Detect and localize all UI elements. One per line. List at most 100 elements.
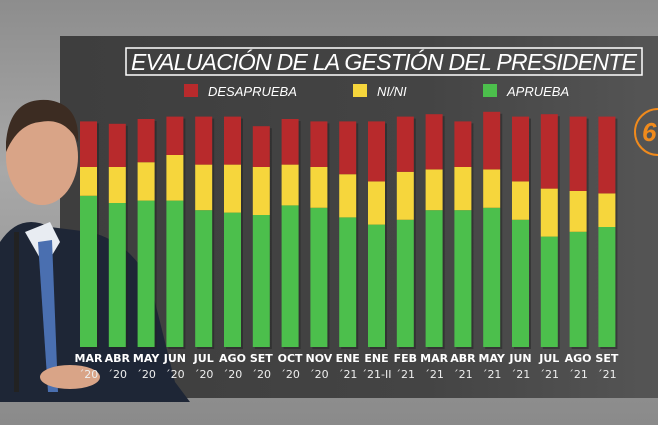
x-tick-year: ´21	[338, 368, 358, 381]
x-tick-month: MAR	[420, 352, 448, 365]
bar-segment-aprueba	[483, 207, 501, 347]
bar-segment-nini	[224, 164, 241, 213]
bar-segment-desaprueba	[512, 116, 529, 182]
x-tick-year: ´20	[136, 368, 156, 381]
title-box	[125, 47, 643, 76]
bar-segment-aprueba	[454, 210, 472, 347]
x-tick-year: ´20	[108, 368, 128, 381]
x-tick-year: ´20	[223, 368, 243, 381]
x-tick-year: ´21	[482, 368, 502, 381]
bar-segment-nini	[569, 191, 587, 232]
legend-label: NI/NI	[377, 84, 407, 99]
bar-segment-aprueba	[166, 200, 184, 347]
x-tick-month: JUL	[193, 352, 214, 365]
bar-segment-nini	[339, 174, 357, 218]
bar-segment-nini	[281, 164, 299, 206]
bar-segment-desaprueba	[281, 119, 299, 165]
bar-segment-desaprueba	[368, 121, 385, 182]
bar-segment-desaprueba	[166, 116, 184, 155]
x-tick-month: ABR	[450, 352, 476, 365]
bar-segment-desaprueba	[454, 121, 472, 167]
x-tick-month: JUN	[508, 352, 531, 365]
bar-segment-aprueba	[569, 231, 587, 347]
x-tick-month: NOV	[306, 352, 333, 365]
bar-segment-nini	[425, 169, 443, 211]
bar-segment-aprueba	[310, 207, 328, 347]
x-tick-month: FEB	[394, 352, 417, 365]
bar-segment-desaprueba	[195, 116, 213, 165]
x-tick-year: ´20	[252, 368, 272, 381]
x-tick-month: SET	[595, 352, 618, 365]
x-tick-year: ´21	[540, 368, 560, 381]
bars	[80, 111, 618, 350]
legend: DESAPRUEBA NI/NI APRUEBA	[184, 84, 569, 99]
bar-segment-nini	[483, 169, 501, 208]
x-tick-month: MAY	[479, 352, 506, 365]
bar-segment-aprueba	[396, 219, 414, 347]
x-tick-year: ´21	[424, 368, 444, 381]
bar-segment-desaprueba	[80, 121, 97, 167]
x-tick-year: ´21	[597, 368, 617, 381]
bar-segment-nini	[598, 193, 616, 227]
x-tick-month: AGO	[565, 352, 592, 365]
bar-segment-aprueba	[195, 210, 213, 347]
x-tick-year: ´20	[280, 368, 300, 381]
bar-segment-aprueba	[425, 210, 443, 347]
x-tick-year: ´21	[396, 368, 416, 381]
bar-segment-nini	[396, 171, 414, 220]
legend-label: APRUEBA	[506, 84, 569, 99]
bar-segment-aprueba	[281, 205, 299, 347]
bar-segment-aprueba	[137, 200, 155, 347]
bar-segment-nini	[195, 164, 213, 211]
bar-segment-desaprueba	[540, 114, 558, 189]
bar-segment-nini	[252, 167, 270, 215]
bar-segment-nini	[137, 162, 155, 201]
x-tick-month: ENE	[336, 352, 360, 365]
bar-segment-desaprueba	[425, 114, 443, 170]
legend-swatch	[353, 84, 367, 97]
x-tick-month: SET	[250, 352, 273, 365]
x-tick-year: ´21	[568, 368, 588, 381]
bar-segment-aprueba	[108, 203, 126, 347]
bar-segment-desaprueba	[339, 121, 357, 175]
bar-segment-nini	[454, 167, 472, 211]
bar-segment-nini	[108, 167, 126, 203]
legend-label: DESAPRUEBA	[208, 84, 297, 99]
x-tick-month: JUL	[538, 352, 559, 365]
bar-segment-desaprueba	[137, 119, 155, 163]
bar-segment-aprueba	[540, 236, 558, 347]
x-tick-year: ´21	[511, 368, 531, 381]
x-tick-month: MAR	[75, 352, 103, 365]
bar-segment-desaprueba	[569, 116, 587, 191]
x-tick-month: AGO	[219, 352, 246, 365]
bar-segment-aprueba	[80, 195, 97, 347]
bar-segment-desaprueba	[598, 116, 616, 194]
x-tick-month: OCT	[278, 352, 303, 365]
x-tick-year: ´21	[453, 368, 473, 381]
legend-swatch	[483, 84, 497, 97]
bar-segment-nini	[368, 181, 385, 225]
x-axis-labels: MAR ´20 ABR ´20 MAY ´20 JUN ´20 JUL ´20 AGO ´20 SET ´…	[75, 352, 619, 381]
x-tick-year: ´21-II	[362, 368, 392, 381]
bar-segment-aprueba	[598, 227, 616, 347]
x-tick-month: MAY	[133, 352, 160, 365]
bar-segment-desaprueba	[224, 116, 241, 165]
bar-segment-aprueba	[252, 215, 270, 347]
x-tick-month: ENE	[364, 352, 388, 365]
bar-segment-nini	[540, 188, 558, 237]
x-tick-month: JUN	[163, 352, 186, 365]
bar-segment-aprueba	[368, 224, 385, 347]
bar-segment-nini	[166, 155, 184, 201]
bar-segment-desaprueba	[310, 121, 328, 167]
bar-segment-desaprueba	[108, 123, 126, 167]
legend-swatch	[184, 84, 198, 97]
x-tick-year: ´20	[165, 368, 185, 381]
bar-segment-desaprueba	[252, 126, 270, 167]
bar-segment-nini	[512, 181, 529, 220]
bar-segment-aprueba	[512, 219, 529, 347]
chart-title: EVALUACIÓN DE LA GESTIÓN DEL PRESIDENTE	[131, 49, 638, 75]
bar-segment-desaprueba	[483, 111, 501, 170]
x-tick-year: ´20	[194, 368, 214, 381]
x-tick-year: ´20	[79, 368, 99, 381]
